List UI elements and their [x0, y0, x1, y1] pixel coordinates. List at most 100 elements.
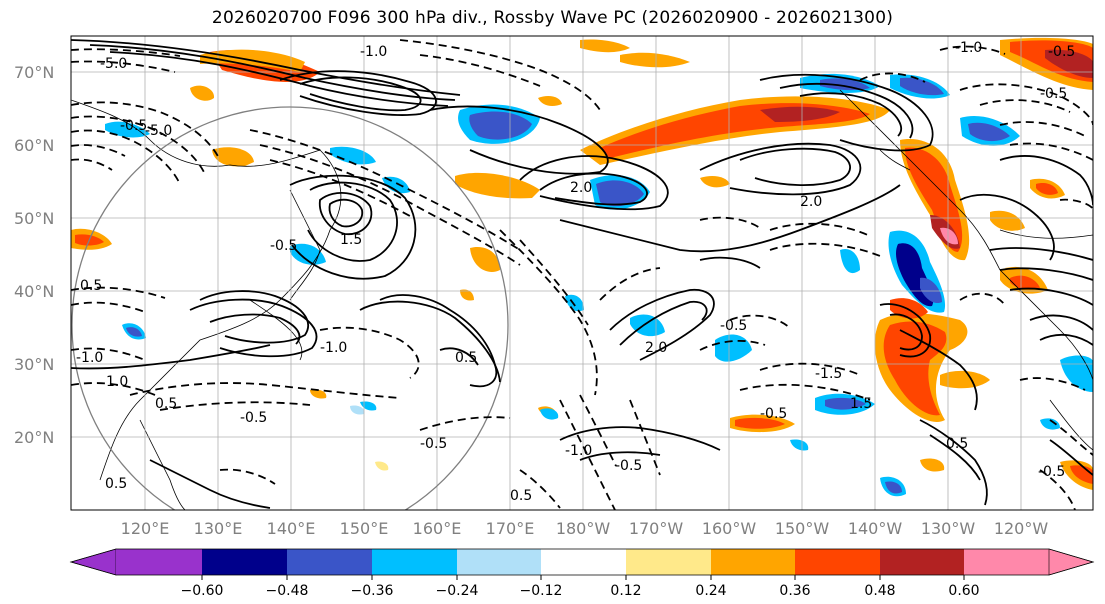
colorbar-outline	[69, 548, 1095, 576]
contour-label: 2.0	[800, 194, 822, 210]
colorbar-label: 0.24	[695, 583, 726, 599]
lat-tick-label: 20°N	[14, 428, 54, 447]
colorbar-low-extend	[69, 548, 117, 576]
colorbar-segment	[711, 549, 795, 575]
contour-label: 0.5	[510, 488, 532, 504]
lat-tick-label: 60°N	[14, 136, 54, 155]
colorbar-segment	[372, 549, 457, 575]
lat-tick-label: 50°N	[14, 209, 54, 228]
shade-royal-center-1	[596, 180, 644, 207]
shade-blue-center-2	[565, 294, 584, 312]
contour-label: 0.5	[80, 278, 102, 294]
contour-label: -0.5	[270, 238, 297, 254]
shade-orange-small-6	[460, 289, 474, 301]
contour-labels: -1.0 -5.0 -1.0 -0.5 -5.0 -0.5 2.0 1.5 -0…	[76, 40, 1075, 504]
lon-tick-label: 170°E	[486, 519, 535, 538]
shade-red-right-upper	[890, 298, 928, 319]
contour-label: -1.0	[76, 350, 103, 366]
shade-orange-right-right	[940, 370, 990, 389]
contour-label: -0.5	[760, 406, 787, 422]
shade-blue-far-right	[1060, 355, 1093, 392]
lon-tick-label: 170°W	[629, 519, 684, 538]
colorbar-label: −0.12	[520, 583, 563, 599]
shade-darkred-band	[760, 106, 840, 122]
shade-royal-right-2	[920, 277, 942, 304]
shade-lightblue-small	[350, 405, 365, 415]
contour-label: -0.5	[720, 318, 747, 334]
shade-orange-small-2	[212, 147, 254, 167]
contour-label: 1.5	[340, 232, 362, 248]
colorbar-label: 0.36	[779, 583, 810, 599]
contour-label: 0.5	[455, 350, 477, 366]
shade-orange-small-3	[538, 96, 562, 106]
lat-tick-label: 70°N	[14, 63, 54, 82]
contour-label: -0.5	[240, 410, 267, 426]
shade-royal-right-3	[825, 397, 866, 410]
colorbar-label: 0.12	[610, 583, 641, 599]
shade-blue-right-1	[840, 248, 860, 274]
colorbar-label: 0.48	[864, 583, 895, 599]
lat-tick-label: 40°N	[14, 282, 54, 301]
colorbar-segment	[880, 549, 964, 575]
contour-label: -0.5	[1038, 464, 1065, 480]
colorbar-segment	[541, 549, 626, 575]
shade-orange-small-9	[920, 458, 945, 472]
shade-red-right-top	[1036, 183, 1058, 195]
shade-blue-left-3	[382, 176, 410, 194]
contour-label: -1.0	[565, 443, 592, 459]
shade-royal-topright-3	[968, 122, 1010, 142]
colorbar-label: −0.24	[436, 583, 479, 599]
colorbar-high-extend	[1048, 548, 1095, 576]
shade-orange-small-7	[310, 389, 327, 399]
lon-tick-label: 130°W	[921, 519, 976, 538]
shade-pink-right-band	[940, 227, 958, 245]
contour-label: -1.0	[360, 44, 387, 60]
lon-tick-labels: 120°E 130°E 140°E 150°E 160°E 170°E 180°…	[121, 519, 1049, 538]
shade-red-right-lower	[883, 321, 947, 416]
colorbar-segment	[202, 549, 287, 575]
contour-label: -5.0	[145, 123, 172, 139]
shade-blue-left-1	[105, 121, 150, 138]
contour-label: 2.0	[645, 340, 667, 356]
shade-royal-right-4	[885, 481, 902, 494]
shade-royal-top-right	[820, 78, 870, 91]
region-circle	[71, 106, 509, 510]
map-background	[71, 36, 1093, 510]
lon-tick-label: 150°W	[775, 519, 830, 538]
shade-orange-top-center	[580, 39, 630, 53]
lon-tick-label: 160°E	[413, 519, 462, 538]
colorbar-segment	[795, 549, 880, 575]
lon-tick-label: 140°E	[267, 519, 316, 538]
contour-label: 2.0	[570, 180, 592, 196]
contour-label: 0.5	[946, 436, 968, 452]
colorbar-segment	[964, 549, 1049, 575]
contour-label: -0.5	[615, 458, 642, 474]
lat-tick-label: 30°N	[14, 355, 54, 374]
shade-blue-small-3	[1040, 418, 1060, 430]
map-frame	[70, 35, 1094, 511]
lon-tick-label: 180°W	[556, 519, 611, 538]
shade-red-lower-mid	[735, 417, 785, 429]
colorbar-segment	[457, 549, 541, 575]
contour-label: 1.0	[106, 374, 128, 390]
contour-label: -1.5	[815, 366, 842, 382]
lat-tick-labels: 70°N 60°N 50°N 40°N 30°N 20°N	[14, 63, 54, 447]
lon-tick-label: 130°E	[194, 519, 243, 538]
contour-label: 1.5	[850, 396, 872, 412]
shade-orange-small-1	[190, 85, 215, 101]
contour-label: 0.5	[155, 396, 177, 412]
contour-label: -5.0	[100, 56, 127, 72]
colorbar-label: −0.60	[181, 583, 224, 599]
shade-darkred-top-right	[1045, 49, 1093, 78]
lon-tick-label: 150°E	[340, 519, 389, 538]
contour-label: 0.5	[105, 476, 127, 492]
colorbar-segment	[287, 549, 372, 575]
shade-red-right-far	[1010, 275, 1040, 290]
map-content: -1.0 -5.0 -1.0 -0.5 -5.0 -0.5 2.0 1.5 -0…	[71, 36, 1093, 510]
shade-orange-small-4	[700, 176, 730, 188]
lon-tick-label: 140°W	[848, 519, 903, 538]
colorbar-segment	[626, 549, 711, 575]
lon-tick-label: 120°W	[994, 519, 1049, 538]
dashed-contours	[71, 39, 1093, 510]
